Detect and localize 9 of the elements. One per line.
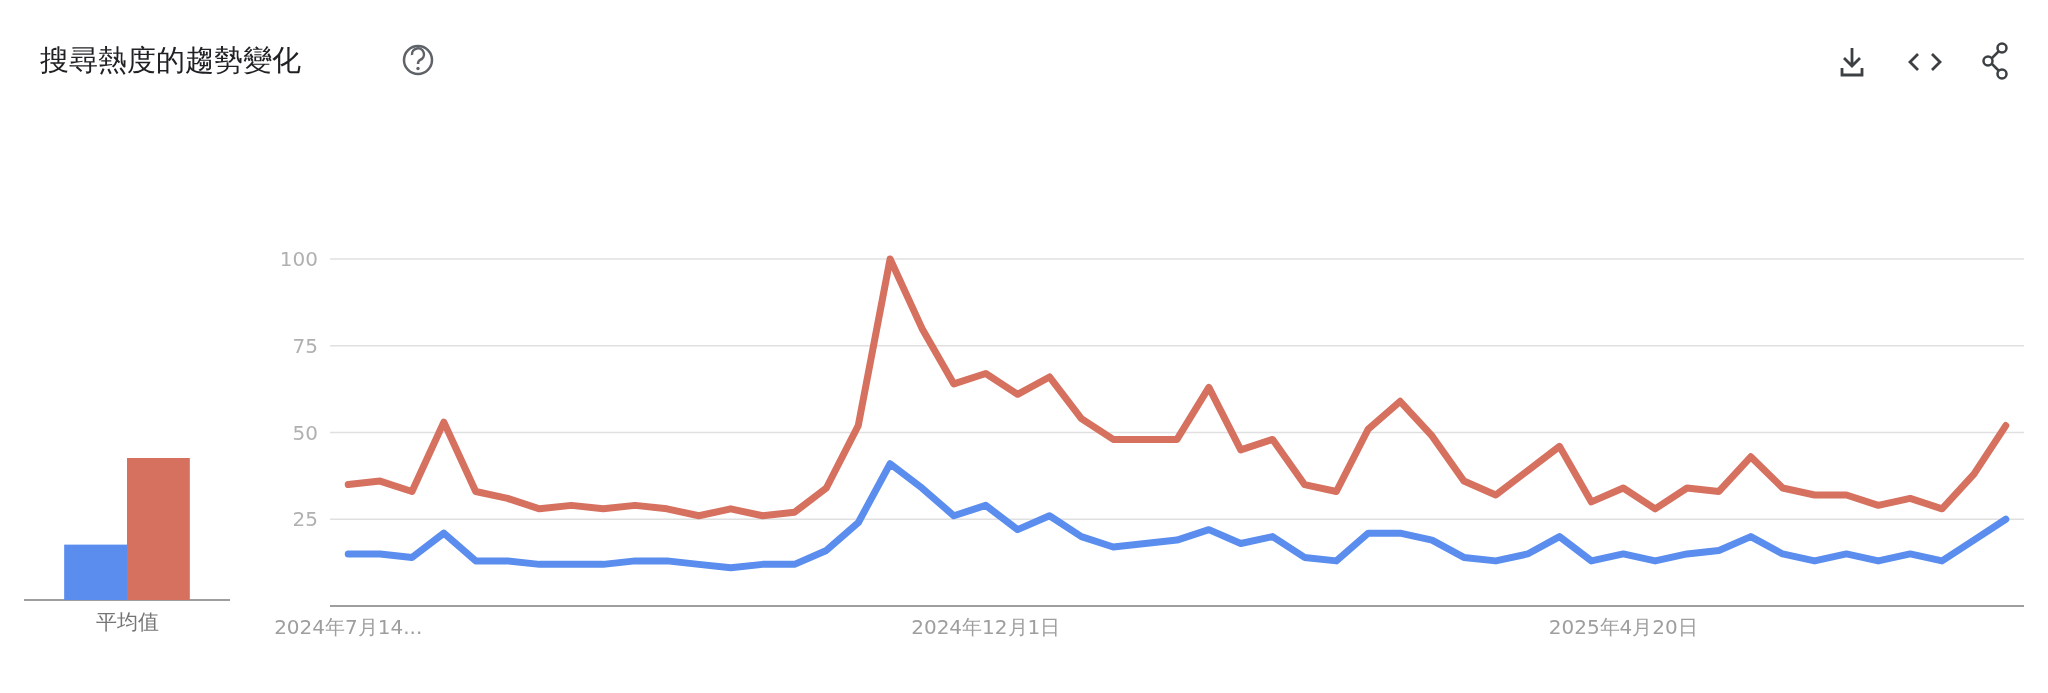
x-tick-label: 2024年7月14... (274, 615, 423, 639)
x-tick-label: 2025年4月20日 (1548, 615, 1698, 639)
y-tick-label: 25 (292, 507, 318, 532)
y-tick-label: 50 (292, 420, 318, 445)
x-tick-label: 2024年12月1日 (911, 615, 1061, 639)
y-tick-label: 100 (279, 247, 318, 271)
chart-title: 搜尋熱度的趨勢變化 (40, 43, 301, 77)
x-tick-label: 平均值 (95, 610, 159, 634)
y-tick-label: 75 (292, 333, 318, 358)
